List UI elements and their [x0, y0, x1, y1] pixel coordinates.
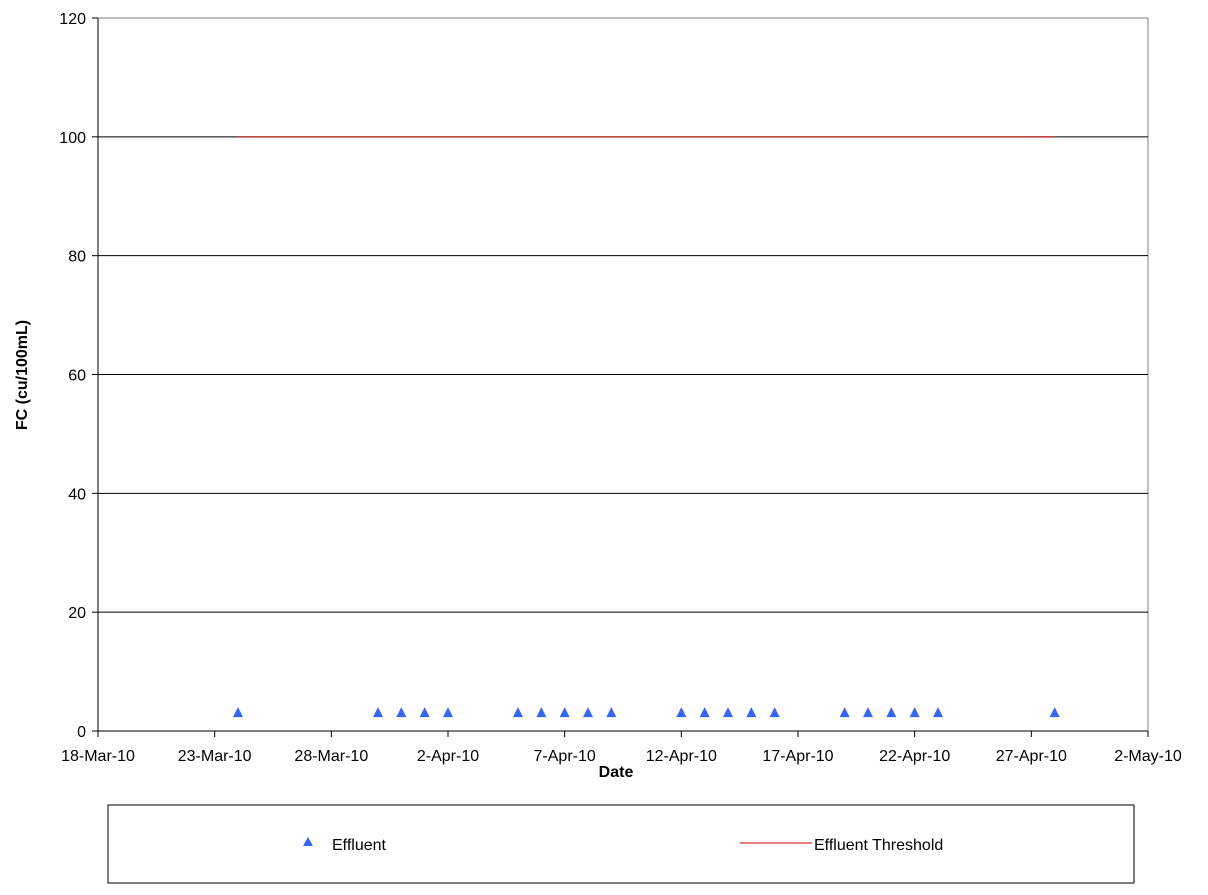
- effluent-point: [1049, 707, 1060, 718]
- x-tick-label: 27-Apr-10: [996, 748, 1067, 765]
- effluent-point: [746, 707, 757, 718]
- y-tick-label: 40: [68, 486, 86, 503]
- effluent-point: [699, 707, 710, 718]
- legend-label-effluent: Effluent: [332, 837, 387, 854]
- legend-marker-effluent: [303, 837, 313, 846]
- x-tick-label: 28-Mar-10: [294, 748, 368, 765]
- legend-label-threshold: Effluent Threshold: [814, 837, 943, 854]
- effluent-point: [886, 707, 897, 718]
- effluent-point: [373, 707, 383, 718]
- effluent-point: [909, 707, 920, 718]
- effluent-point: [233, 707, 243, 718]
- y-tick-label: 0: [77, 724, 86, 741]
- x-tick-label: 2-Apr-10: [417, 748, 479, 765]
- y-tick-label: 20: [68, 605, 86, 622]
- x-tick-label: 7-Apr-10: [534, 748, 596, 765]
- y-tick-label: 80: [68, 249, 86, 266]
- effluent-point: [536, 707, 547, 718]
- effluent-series: [233, 707, 1060, 718]
- x-tick-label: 2-May-10: [1114, 748, 1182, 765]
- effluent-point: [583, 707, 593, 718]
- x-tick-label: 12-Apr-10: [646, 748, 717, 765]
- x-tick-label: 23-Mar-10: [178, 748, 252, 765]
- effluent-point: [606, 707, 617, 718]
- y-tick-label: 60: [68, 368, 86, 385]
- x-ticks: 18-Mar-10 23-Mar-10 28-Mar-10 2-Apr-10 7-Apr…: [61, 731, 1182, 765]
- x-axis-title: Date: [599, 764, 634, 781]
- legend: Effluent Effluent Threshold: [107, 804, 1135, 884]
- effluent-point: [839, 707, 850, 718]
- effluent-point: [396, 707, 407, 718]
- x-tick-label: 17-Apr-10: [762, 748, 833, 765]
- effluent-point: [513, 707, 523, 718]
- y-axis-title: FC (cu/100mL): [14, 320, 31, 430]
- x-tick-label: 18-Mar-10: [61, 748, 135, 765]
- y-ticks: 0 20 40 60 80 100 120: [59, 11, 98, 741]
- effluent-point: [559, 707, 570, 718]
- x-tick-label: 22-Apr-10: [879, 748, 950, 765]
- y-tick-label: 100: [59, 130, 86, 147]
- effluent-point: [933, 707, 943, 718]
- effluent-point: [723, 707, 733, 718]
- effluent-point: [676, 707, 687, 718]
- y-tick-label: 120: [59, 11, 86, 28]
- effluent-point: [443, 707, 453, 718]
- effluent-point: [419, 707, 430, 718]
- effluent-point: [769, 707, 780, 718]
- legend-box: [107, 804, 1135, 884]
- effluent-point: [863, 707, 873, 718]
